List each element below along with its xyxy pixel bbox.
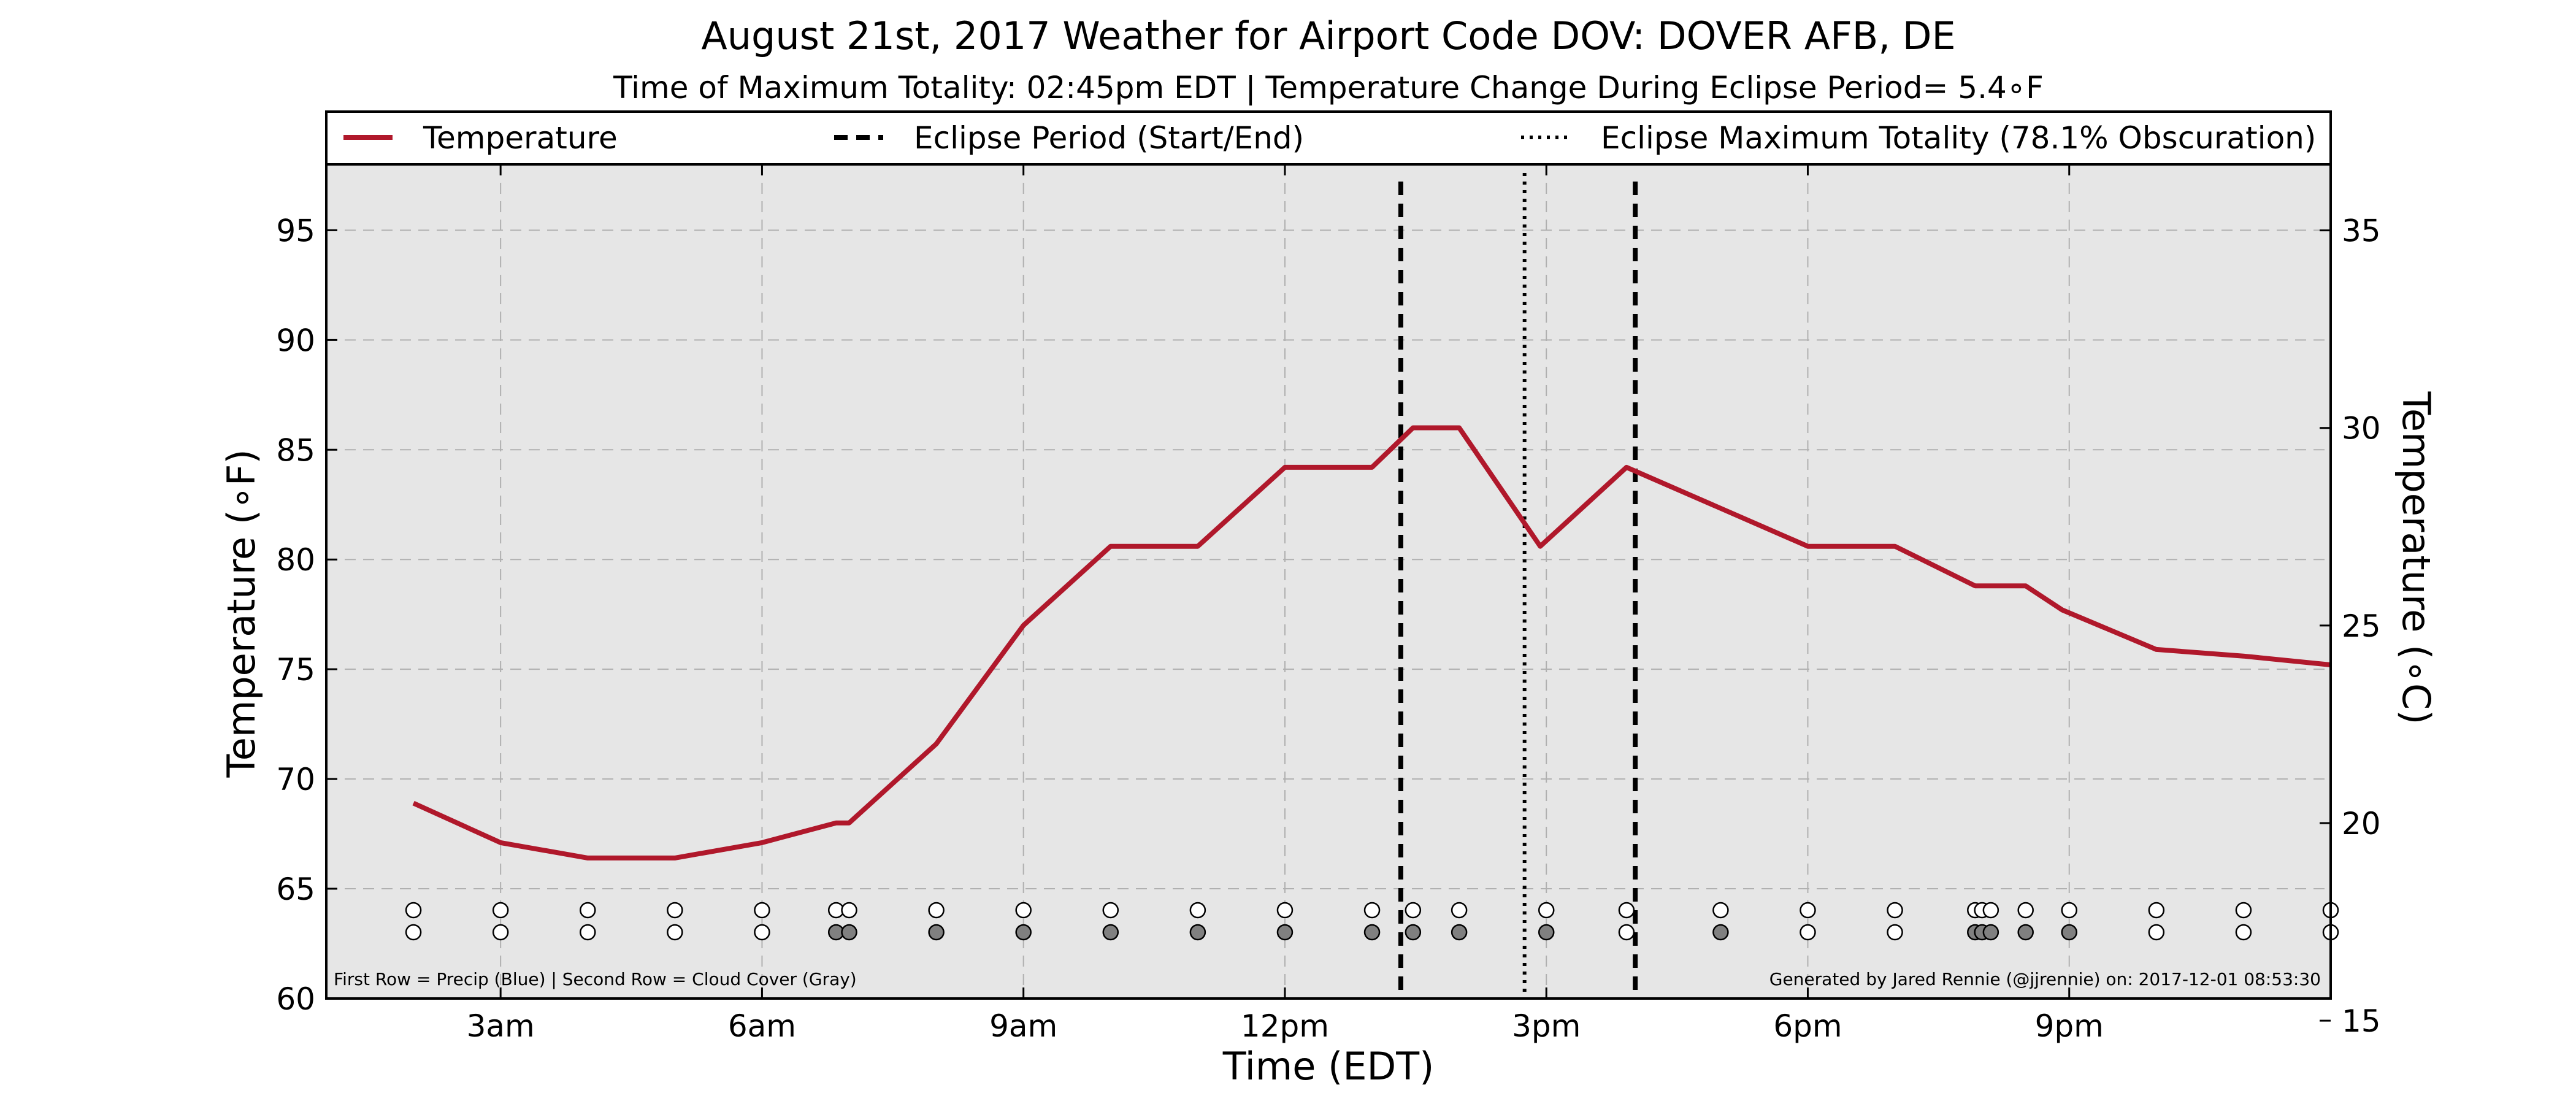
cloud-cover-dot	[1887, 924, 1903, 941]
y-tick-label: 85	[276, 432, 315, 468]
x-axis-label: Time (EDT)	[1222, 1044, 1435, 1089]
eclipse-markers	[1398, 173, 1638, 999]
cloud-cover-dot	[928, 924, 945, 941]
y-tick-label: 80	[276, 542, 315, 578]
chart-subtitle: Time of Maximum Totality: 02:45pm EDT | …	[613, 70, 2044, 105]
cloud-cover-dot	[1982, 924, 1999, 941]
plot-background	[326, 164, 2331, 999]
credit-note: Generated by Jared Rennie (@jjrennie) on…	[1769, 969, 2321, 989]
grid-lines	[326, 164, 2331, 999]
precip-dot	[841, 902, 857, 919]
y-tick-label: 65	[276, 872, 315, 907]
precip-dot	[2017, 902, 2034, 919]
cloud-cover-dot	[1363, 924, 1381, 941]
precip-dot	[1451, 902, 1468, 919]
x-tick-label: 3am	[467, 1008, 535, 1044]
y-tick-label: 75	[276, 652, 315, 688]
x-tick-label: 9am	[989, 1008, 1057, 1044]
x-tick-label: 9pm	[2035, 1008, 2104, 1044]
precip-dot	[1276, 902, 1294, 919]
legend-temperature-label: Temperature	[423, 120, 618, 156]
precip-dot	[1712, 902, 1729, 919]
cloud-cover-dot	[1712, 924, 1729, 941]
precip-dot	[1800, 902, 1816, 919]
y-tick-label: 95	[276, 213, 315, 248]
cloud-cover-dot	[405, 924, 422, 941]
cloud-cover-dot	[1405, 924, 1422, 941]
cloud-cover-dot	[2148, 924, 2165, 941]
plot-area	[325, 163, 2339, 1000]
precip-dot	[492, 902, 509, 919]
x-tick-label: 6pm	[1773, 1008, 1842, 1044]
y-tick-label: 70	[276, 762, 315, 797]
precip-dot	[1618, 902, 1635, 919]
cloud-cover-dot	[1189, 924, 1206, 941]
y-tick-label: 90	[276, 323, 315, 358]
x-tick-label: 12pm	[1241, 1008, 1329, 1044]
y-tick-label: 60	[276, 981, 315, 1017]
legend-eclipse-period-label: Eclipse Period (Start/End)	[914, 120, 1304, 156]
precip-dot	[2235, 902, 2252, 919]
y-right-tick-label: 15	[2342, 1003, 2381, 1039]
precip-dot	[405, 902, 422, 919]
cloud-cover-dot	[2235, 924, 2252, 941]
precip-dot	[1189, 902, 1206, 919]
y-axis-label: Temperature (∘F)	[219, 449, 264, 778]
precip-dot	[1538, 902, 1555, 919]
cloud-cover-dot	[1102, 924, 1119, 941]
precip-dot	[754, 902, 770, 919]
precip-dot	[1887, 902, 1903, 919]
y-axis-left-ticks: 60 65 70 75 80 85 90 95	[276, 213, 337, 1017]
legend: Temperature Eclipse Period (Start/End) E…	[325, 110, 2332, 166]
temperature-series	[412, 425, 2331, 861]
cloud-cover-dot	[492, 924, 509, 941]
legend-eclipse-max-label: Eclipse Maximum Totality (78.1% Obscurat…	[1601, 120, 2316, 156]
cloud-cover-dot	[1538, 924, 1555, 941]
precip-dot	[580, 902, 596, 919]
precip-dot	[1363, 902, 1381, 919]
cloud-cover-dot	[754, 924, 770, 941]
precip-dot	[2061, 902, 2077, 919]
cloud-cover-dot	[667, 924, 683, 941]
y-right-tick-label: 25	[2342, 608, 2381, 644]
temperature-line	[412, 425, 2331, 861]
cloud-cover-dot	[1015, 924, 1032, 941]
cloud-cover-dot	[841, 924, 857, 941]
precip-dot	[667, 902, 683, 919]
precip-dot	[928, 902, 945, 919]
row-note: First Row = Precip (Blue) | Second Row =…	[334, 969, 857, 989]
precip-dot	[1982, 902, 1999, 919]
x-axis-ticks: 3am 6am 9am 12pm 3pm 6pm 9pm	[467, 164, 2104, 1044]
cloud-cover-dot	[2061, 924, 2077, 941]
cloud-cover-dot	[580, 924, 596, 941]
cloud-cover-dot	[1276, 924, 1294, 941]
y-axis-right-ticks: 15 20 25 30 35	[2320, 213, 2381, 1039]
legend-box	[325, 110, 2332, 166]
x-tick-label: 6am	[728, 1008, 796, 1044]
precip-dot	[1102, 902, 1119, 919]
cloud-cover-dot	[1800, 924, 1816, 941]
y-axis-right-label: Temperature (∘C)	[2394, 391, 2439, 725]
y-right-tick-label: 35	[2342, 213, 2381, 249]
y-right-tick-label: 20	[2342, 806, 2381, 841]
precip-dot	[1405, 902, 1422, 919]
cloud-cover-dot	[1451, 924, 1468, 941]
x-tick-label: 3pm	[1512, 1008, 1581, 1044]
precip-dot	[2148, 902, 2165, 919]
y-right-tick-label: 30	[2342, 411, 2381, 447]
precip-dot	[1015, 902, 1032, 919]
cloud-cover-dot	[1618, 924, 1635, 941]
chart-title: August 21st, 2017 Weather for Airport Co…	[701, 13, 1955, 58]
cloud-cover-dot	[2017, 924, 2034, 941]
